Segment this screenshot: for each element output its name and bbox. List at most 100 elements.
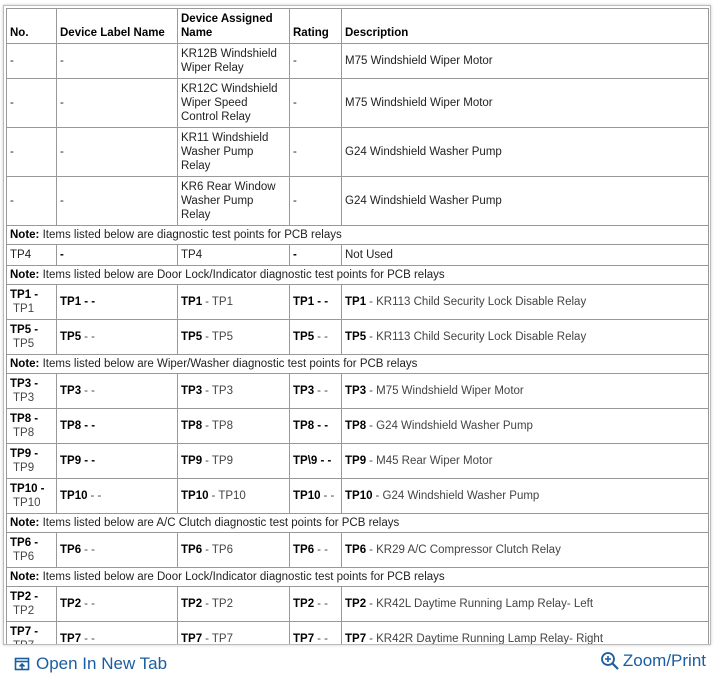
cell-text: - TP8 — [205, 420, 234, 432]
note-row: Note: Items listed below are diagnostic … — [6, 225, 709, 245]
cell-text: - - — [317, 633, 328, 645]
cell: TP5- - — [289, 319, 342, 355]
cell-text: - TP5 — [205, 331, 234, 343]
cell-bold: TP10 — [293, 490, 321, 502]
cell-text: - - — [317, 331, 328, 343]
cell-bold: TP1 — [345, 296, 367, 308]
relay-table: No. Device Label Name Device Assigned Name… — [6, 8, 709, 645]
note-cell: Note: Items listed below are Door Lock/I… — [6, 265, 709, 285]
data-row: TP10 -TP10 TP10- - TP10- TP10 TP10- - TP10- … — [6, 478, 709, 514]
cell-text: - TP7 — [205, 633, 234, 645]
note-cell: Note: Items listed below are A/C Clutch … — [6, 513, 709, 533]
cell-text: - TP6 — [205, 544, 234, 556]
cell-text: - - — [317, 598, 328, 610]
cell: TP2- TP2 — [177, 586, 290, 622]
cell: TP8- G24 Windshield Washer Pump — [341, 408, 709, 444]
cell: TP3- M75 Windshield Wiper Motor — [341, 373, 709, 409]
cell-bold: TP1 - — [10, 289, 39, 301]
cell: TP9- TP9 — [177, 443, 290, 479]
cell-bold: - — [293, 249, 297, 261]
cell: TP1- TP1 — [177, 284, 290, 320]
cell-bold: TP6 - — [10, 537, 39, 549]
cell-text: TP7 — [13, 640, 34, 644]
cell: - — [6, 78, 57, 128]
cell-text: - — [293, 146, 297, 158]
cell-text: - - — [84, 331, 95, 343]
cell-text: - - — [90, 490, 102, 502]
cell: TP3 - TP3 — [6, 373, 57, 409]
cell-bold: TP8 - — [10, 413, 39, 425]
data-row: TP5 -TP5 TP5- - TP5- TP5 TP5- - TP5- KR113 C… — [6, 319, 709, 355]
cell: - — [289, 244, 342, 266]
cell: TP8 - - — [56, 408, 178, 444]
cell-text: - M75 Windshield Wiper Motor — [369, 385, 524, 397]
cell: TP10- G24 Windshield Washer Pump — [341, 478, 709, 514]
cell-bold: TP3 — [181, 385, 203, 397]
cell-bold: TP1 - - — [293, 296, 329, 308]
note-text: Items listed below are diagnostic test p… — [42, 229, 342, 241]
cell: TP6- TP6 — [177, 532, 290, 568]
cell-text: KR6 Rear Window Washer Pump Relay — [181, 181, 276, 221]
cell-text: Not Used — [345, 249, 393, 261]
zoom-label[interactable]: Zoom/Print — [622, 651, 706, 670]
cell: TP6- KR29 A/C Compressor Clutch Relay — [341, 532, 709, 568]
cell: - — [6, 43, 57, 79]
cell-text: - KR42L Daytime Running Lamp Relay- Left — [369, 598, 594, 610]
cell-bold: TP2 — [293, 598, 315, 610]
open-in-new-tab[interactable]: Open In New Tab — [14, 654, 167, 674]
cell: TP2- KR42L Daytime Running Lamp Relay- L… — [341, 586, 709, 622]
cell: KR6 Rear Window Washer Pump Relay — [177, 176, 290, 226]
cell: M75 Windshield Wiper Motor — [341, 43, 709, 79]
data-row: - - KR12C Windshield Wiper Speed Control R… — [6, 78, 709, 128]
cell: TP6 - TP6 — [6, 532, 57, 568]
cell: - — [56, 176, 178, 226]
cell-text: - - — [317, 544, 328, 556]
cell-text: KR12C Windshield Wiper Speed Control Rel… — [181, 83, 278, 123]
note-cell: Note: Items listed below are Door Lock/I… — [6, 567, 709, 587]
cell: TP3- TP3 — [177, 373, 290, 409]
open-label[interactable]: Open In New Tab — [36, 654, 168, 673]
table-body: - - KR12B Windshield Wiper Relay - M75 Winds… — [6, 43, 709, 645]
cell-bold: TP3 - — [10, 378, 39, 390]
note-label: Note: — [10, 269, 40, 281]
cell-text: - — [60, 97, 64, 109]
cell-bold: TP1 — [181, 296, 203, 308]
cell: TP1- KR113 Child Security Lock Disable R… — [341, 284, 709, 320]
cell: TP8 - TP8 — [6, 408, 57, 444]
cell: TP10- TP10 — [177, 478, 290, 514]
cell-bold: TP9 — [345, 455, 367, 467]
data-row: - - KR11 Windshield Washer Pump Relay - G24 … — [6, 127, 709, 177]
cell: TP8- TP8 — [177, 408, 290, 444]
cell-text: TP3 — [13, 392, 35, 404]
note-row: Note: Items listed below are Door Lock/I… — [6, 265, 709, 285]
cell-text: - - — [84, 633, 95, 645]
zoom-print[interactable]: Zoom/Print — [600, 651, 706, 671]
header-row: No. Device Label Name Device Assigned Name… — [6, 8, 709, 44]
data-row: TP9 -TP9 TP9 - - TP9- TP9 TP\9 - - TP9- M45 … — [6, 443, 709, 479]
cell: G24 Windshield Washer Pump — [341, 176, 709, 226]
cell-bold: TP7 - — [10, 626, 39, 638]
data-row: TP4 - TP4 - Not Used — [6, 244, 709, 266]
cell-bold: TP9 - — [10, 448, 39, 460]
cell-bold: TP7 — [293, 633, 315, 645]
cell-text: - - — [84, 385, 95, 397]
cell-text: - G24 Windshield Washer Pump — [375, 490, 540, 502]
cell-bold: TP10 — [181, 490, 209, 502]
cell: TP1 - - — [289, 284, 342, 320]
footer: Open In New Tab Zoom/Print — [0, 648, 718, 684]
cell: - — [56, 43, 178, 79]
header-cell: Device Label Name — [56, 8, 178, 44]
cell: TP9 - - — [56, 443, 178, 479]
cell: KR11 Windshield Washer Pump Relay — [177, 127, 290, 177]
cell-text: - KR113 Child Security Lock Disable Rela… — [369, 296, 587, 308]
cell: - — [56, 127, 178, 177]
data-row: TP6 -TP6 TP6- - TP6- TP6 TP6- - TP6- KR29 A/… — [6, 532, 709, 568]
cell: TP7 - TP7 — [6, 621, 57, 644]
cell-text: TP2 — [13, 605, 35, 617]
cell: TP5- - — [56, 319, 178, 355]
cell-bold: TP5 — [181, 331, 203, 343]
cell-bold: TP2 — [345, 598, 367, 610]
note-row: Note: Items listed below are Wiper/Washe… — [6, 354, 709, 374]
cell-text: - — [293, 97, 297, 109]
table-frame: No. Device Label Name Device Assigned Name… — [3, 5, 711, 645]
